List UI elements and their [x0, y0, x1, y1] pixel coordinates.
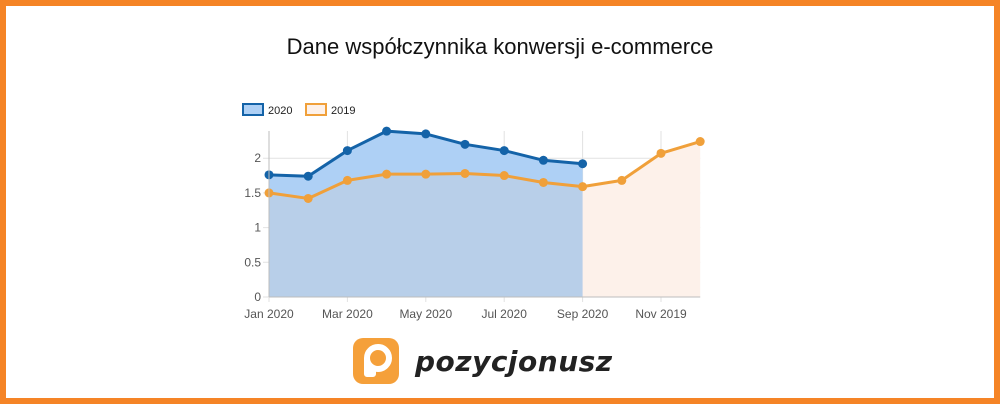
y-tick-label: 1 [254, 221, 261, 235]
point-2020 [538, 155, 548, 165]
tick-labels: 0 0.5 1 1.5 2 Jan 2020 Mar 2020 May 2020 Jul 202… [244, 151, 687, 321]
x-tick-label: Jul 2020 [482, 307, 528, 321]
axes [268, 131, 701, 298]
legend-swatch-2020 [242, 103, 264, 116]
brand-logo: pozycjonusz [353, 338, 613, 384]
point-2020 [460, 139, 470, 149]
point-2019 [421, 169, 431, 179]
point-2019 [499, 171, 509, 181]
x-tick-label: May 2020 [399, 307, 452, 321]
point-2019 [578, 182, 588, 192]
point-2020 [303, 171, 313, 181]
legend-label-2020: 2020 [268, 105, 292, 117]
point-2020 [499, 146, 509, 156]
point-2020 [382, 126, 392, 136]
point-2020 [578, 159, 588, 169]
x-tick-label: Mar 2020 [322, 307, 373, 321]
x-tick-label: Nov 2019 [635, 307, 687, 321]
point-2019 [538, 177, 548, 187]
point-2019 [342, 175, 352, 185]
point-2019 [382, 169, 392, 179]
legend-label-2019: 2019 [331, 105, 355, 117]
point-2019 [460, 168, 470, 178]
legend: 2020 2019 [242, 103, 355, 117]
y-tick-label: 2 [254, 151, 261, 165]
point-2019 [695, 137, 705, 147]
y-tick-label: 1.5 [244, 186, 261, 200]
x-tick-label: Sep 2020 [557, 307, 609, 321]
point-2019 [617, 175, 627, 185]
pozycjonusz-logo-icon [353, 338, 399, 384]
series-points [264, 126, 705, 203]
y-tick-label: 0.5 [244, 255, 261, 269]
point-2019 [303, 193, 313, 203]
brand-name: pozycjonusz [415, 344, 613, 378]
point-2020 [421, 129, 431, 139]
y-tick-label: 0 [254, 290, 261, 304]
point-2019 [656, 148, 666, 158]
chart-title: Dane współczynnika konwersji e-commerce [286, 34, 714, 59]
x-tick-label: Jan 2020 [244, 307, 294, 321]
point-2020 [342, 146, 352, 156]
legend-swatch-2019 [305, 103, 327, 116]
series-areas [269, 131, 701, 297]
line-2019 [268, 140, 701, 200]
area-2020-above-2019 [269, 131, 583, 199]
